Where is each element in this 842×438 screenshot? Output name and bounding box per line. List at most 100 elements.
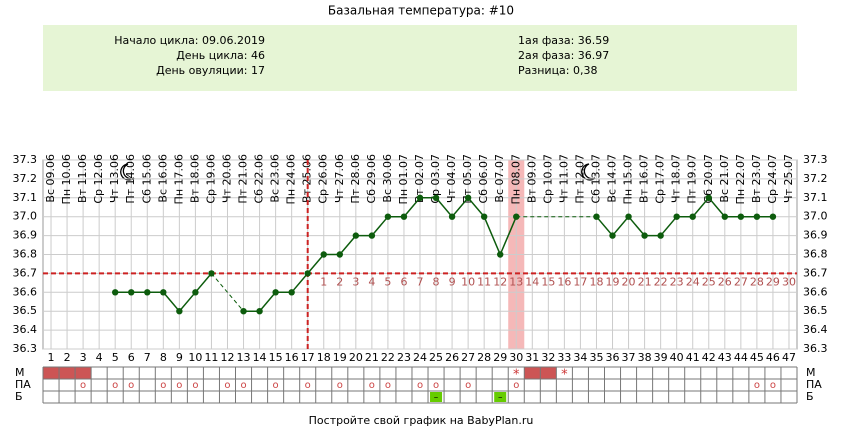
date-label: Сб 06.07 <box>477 154 490 203</box>
luteal-number: 21 <box>638 275 652 288</box>
day-number: 30 <box>509 351 523 364</box>
luteal-number: 3 <box>352 275 359 288</box>
date-label: Вс 09.06 <box>44 154 57 203</box>
day-number: 41 <box>686 351 700 364</box>
temp-point <box>368 232 376 239</box>
temp-point <box>641 232 648 239</box>
luteal-number: 23 <box>670 275 684 288</box>
temp-point <box>497 251 504 258</box>
luteal-number: 22 <box>654 275 668 288</box>
y-tick-label: 37.1 <box>803 191 828 204</box>
temp-point <box>416 194 424 201</box>
pa-mark: o <box>433 380 439 391</box>
pa-mark: o <box>160 380 166 391</box>
y-tick-label: 36.8 <box>803 248 828 261</box>
date-label: Пн 10.06 <box>60 154 73 204</box>
date-label: Вс 16.06 <box>156 154 169 203</box>
day-number: 13 <box>237 351 251 364</box>
y-tick-label: 36.9 <box>803 229 828 242</box>
date-label: Ср 03.07 <box>429 154 442 204</box>
day-number: 6 <box>128 351 135 364</box>
day-number: 14 <box>253 351 267 364</box>
row-label: Б <box>15 390 23 403</box>
date-label: Пн 17.06 <box>172 154 185 204</box>
day-number: 24 <box>413 351 427 364</box>
pa-mark: o <box>465 380 471 391</box>
day-number: 4 <box>96 351 103 364</box>
m-cell <box>75 367 92 379</box>
b-cell <box>430 392 443 402</box>
day-number: 12 <box>220 351 234 364</box>
date-label: Сб 13.07 <box>589 154 602 203</box>
day-number: 19 <box>333 351 347 364</box>
gap-connector <box>211 273 244 312</box>
date-label: Сб 22.06 <box>253 154 266 203</box>
day-number: 7 <box>144 351 151 364</box>
day-number: 39 <box>654 351 668 364</box>
luteal-number: 6 <box>400 275 407 288</box>
day-number: 8 <box>160 351 167 364</box>
day-number: 36 <box>606 351 620 364</box>
date-label: Сб 29.06 <box>365 154 378 203</box>
row-label: Б <box>806 390 814 403</box>
y-tick-label: 36.7 <box>13 266 38 279</box>
date-label: Пн 24.06 <box>285 154 298 204</box>
y-tick-label: 37.3 <box>13 153 38 166</box>
date-label: Вс 23.06 <box>269 154 282 203</box>
date-label: Вс 07.07 <box>493 154 506 203</box>
date-label: Вт 02.07 <box>413 154 426 203</box>
info-text: Разница: 0,38 <box>518 64 598 77</box>
date-label: Пн 08.07 <box>509 154 522 204</box>
pa-mark: o <box>80 380 86 391</box>
date-label: Чт 11.07 <box>557 154 570 203</box>
temp-point <box>208 270 215 277</box>
date-label: Пт 28.06 <box>349 154 362 204</box>
row-label: ПА <box>806 378 822 391</box>
temp-point <box>304 270 311 277</box>
day-number: 45 <box>750 351 764 364</box>
row-label: М <box>806 366 816 379</box>
luteal-number: 10 <box>461 275 475 288</box>
day-number: 33 <box>557 351 571 364</box>
pa-mark: o <box>369 380 375 391</box>
day-number: 22 <box>381 351 395 364</box>
day-number: 42 <box>702 351 716 364</box>
temp-point <box>160 289 167 296</box>
luteal-number: 17 <box>573 275 587 288</box>
pa-mark: o <box>513 380 519 391</box>
temp-point <box>240 308 247 315</box>
temp-point <box>288 289 295 296</box>
luteal-number: 29 <box>766 275 780 288</box>
info-text: Начало цикла: 09.06.2019 <box>114 34 265 47</box>
temp-point <box>144 289 151 296</box>
y-tick-label: 36.4 <box>13 323 38 336</box>
date-label: Чт 13.06 <box>108 154 121 203</box>
info-box <box>43 25 797 91</box>
date-label: Пт 19.07 <box>686 154 699 204</box>
pa-mark: o <box>385 380 391 391</box>
y-tick-label: 36.4 <box>803 323 828 336</box>
row-label: М <box>15 366 25 379</box>
date-label: Ср 10.07 <box>541 154 554 204</box>
m-cell <box>59 367 76 379</box>
luteal-number: 14 <box>525 275 539 288</box>
luteal-number: 5 <box>384 275 391 288</box>
day-number: 5 <box>112 351 119 364</box>
day-number: 26 <box>445 351 459 364</box>
date-label: Пт 12.07 <box>573 154 586 204</box>
temp-point <box>176 308 183 315</box>
day-number: 11 <box>204 351 218 364</box>
temp-point <box>625 213 632 220</box>
date-label: Ср 12.06 <box>92 154 105 204</box>
date-label: Вт 18.06 <box>188 154 201 203</box>
luteal-number: 7 <box>417 275 424 288</box>
day-number: 37 <box>622 351 636 364</box>
day-number: 1 <box>48 351 55 364</box>
day-number: 10 <box>188 351 202 364</box>
info-text: 2ая фаза: 36.97 <box>518 49 609 62</box>
temp-point <box>689 213 696 220</box>
luteal-number: 8 <box>433 275 440 288</box>
day-number: 35 <box>589 351 603 364</box>
y-tick-label: 36.5 <box>13 304 38 317</box>
